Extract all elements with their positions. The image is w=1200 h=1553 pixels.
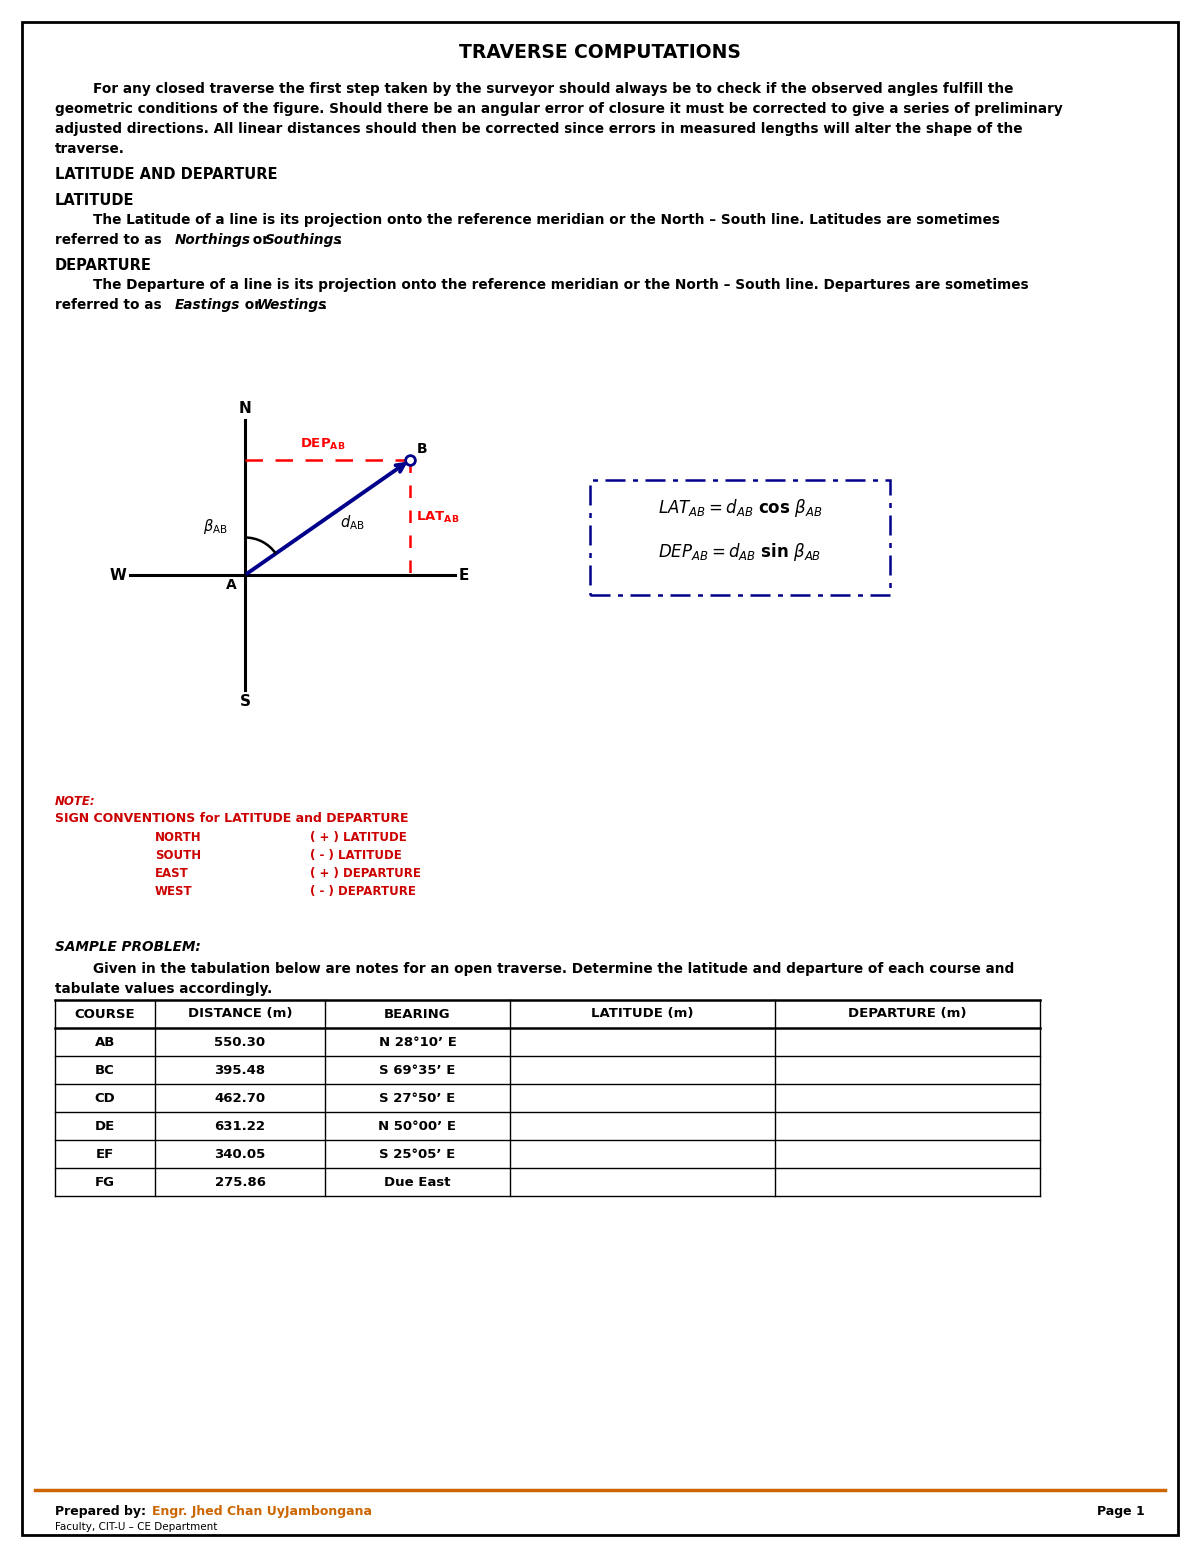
Text: BC: BC [95, 1064, 115, 1076]
Text: SIGN CONVENTIONS for LATITUDE and DEPARTURE: SIGN CONVENTIONS for LATITUDE and DEPART… [55, 812, 408, 825]
Text: SOUTH: SOUTH [155, 849, 202, 862]
Text: referred to as: referred to as [55, 298, 167, 312]
Text: N: N [239, 401, 251, 416]
Text: $d_{\rm AB}$: $d_{\rm AB}$ [340, 512, 364, 531]
Text: EAST: EAST [155, 867, 188, 881]
Text: Prepared by:: Prepared by: [55, 1505, 146, 1517]
Text: adjusted directions. All linear distances should then be corrected since errors : adjusted directions. All linear distance… [55, 123, 1022, 137]
Text: ( - ) DEPARTURE: ( - ) DEPARTURE [310, 885, 416, 898]
Text: or: or [248, 233, 274, 247]
Text: DISTANCE (m): DISTANCE (m) [187, 1008, 293, 1020]
Text: or: or [240, 298, 265, 312]
Text: The Latitude of a line is its projection onto the reference meridian or the Nort: The Latitude of a line is its projection… [55, 213, 1000, 227]
Text: LATITUDE: LATITUDE [55, 193, 134, 208]
Text: SAMPLE PROBLEM:: SAMPLE PROBLEM: [55, 940, 200, 954]
Text: LAT$_{\mathbf{AB}}$: LAT$_{\mathbf{AB}}$ [416, 509, 460, 525]
Text: geometric conditions of the figure. Should there be an angular error of closure : geometric conditions of the figure. Shou… [55, 102, 1063, 116]
Text: 275.86: 275.86 [215, 1176, 265, 1188]
Text: 631.22: 631.22 [215, 1120, 265, 1132]
Text: E: E [458, 567, 469, 582]
Text: .: . [337, 233, 342, 247]
Text: referred to as: referred to as [55, 233, 167, 247]
Text: COURSE: COURSE [74, 1008, 136, 1020]
Text: NORTH: NORTH [155, 831, 202, 843]
Text: ( + ) DEPARTURE: ( + ) DEPARTURE [310, 867, 421, 881]
Text: DE: DE [95, 1120, 115, 1132]
Text: Given in the tabulation below are notes for an open traverse. Determine the lati: Given in the tabulation below are notes … [55, 961, 1014, 975]
Text: CD: CD [95, 1092, 115, 1104]
Text: $DEP_{AB} = d_{AB}\ \mathbf{sin}\ \beta_{AB}$: $DEP_{AB} = d_{AB}\ \mathbf{sin}\ \beta_… [659, 540, 822, 564]
Text: LATITUDE (m): LATITUDE (m) [592, 1008, 694, 1020]
Text: Southings: Southings [265, 233, 342, 247]
Text: DEPARTURE (m): DEPARTURE (m) [848, 1008, 967, 1020]
Text: TRAVERSE COMPUTATIONS: TRAVERSE COMPUTATIONS [460, 42, 740, 62]
Text: S: S [240, 694, 251, 710]
Text: Eastings: Eastings [175, 298, 240, 312]
Text: DEPARTURE: DEPARTURE [55, 258, 152, 273]
Text: ( - ) LATITUDE: ( - ) LATITUDE [310, 849, 402, 862]
Text: Page 1: Page 1 [1097, 1505, 1145, 1517]
Text: Due East: Due East [384, 1176, 451, 1188]
Text: 395.48: 395.48 [215, 1064, 265, 1076]
Text: Faculty, CIT-U – CE Department: Faculty, CIT-U – CE Department [55, 1522, 217, 1531]
Text: N 28°10’ E: N 28°10’ E [378, 1036, 456, 1048]
Text: tabulate values accordingly.: tabulate values accordingly. [55, 981, 272, 995]
Text: LATITUDE AND DEPARTURE: LATITUDE AND DEPARTURE [55, 168, 277, 182]
Text: EF: EF [96, 1148, 114, 1160]
Text: $\beta_{\rm AB}$: $\beta_{\rm AB}$ [203, 517, 227, 536]
Text: FG: FG [95, 1176, 115, 1188]
Text: S 25°05’ E: S 25°05’ E [379, 1148, 456, 1160]
Text: AB: AB [95, 1036, 115, 1048]
Text: $LAT_{AB} = d_{AB}\ \mathbf{cos}\ \beta_{AB}$: $LAT_{AB} = d_{AB}\ \mathbf{cos}\ \beta_… [658, 497, 822, 519]
FancyBboxPatch shape [590, 480, 890, 595]
Text: 550.30: 550.30 [215, 1036, 265, 1048]
Text: W: W [109, 567, 126, 582]
Text: S 27°50’ E: S 27°50’ E [379, 1092, 456, 1104]
Text: 340.05: 340.05 [215, 1148, 265, 1160]
Text: S 69°35’ E: S 69°35’ E [379, 1064, 456, 1076]
Text: .: . [322, 298, 328, 312]
FancyBboxPatch shape [22, 22, 1178, 1534]
Text: N 50°00’ E: N 50°00’ E [378, 1120, 456, 1132]
Text: For any closed traverse the first step taken by the surveyor should always be to: For any closed traverse the first step t… [55, 82, 1013, 96]
Text: WEST: WEST [155, 885, 193, 898]
Text: B: B [418, 443, 427, 457]
Text: DEP$_{\mathbf{AB}}$: DEP$_{\mathbf{AB}}$ [300, 436, 346, 452]
Text: Westings: Westings [257, 298, 328, 312]
Text: traverse.: traverse. [55, 141, 125, 155]
Text: Northings: Northings [175, 233, 251, 247]
Text: NOTE:: NOTE: [55, 795, 96, 808]
Text: ( + ) LATITUDE: ( + ) LATITUDE [310, 831, 407, 843]
Text: A: A [227, 578, 238, 592]
Text: 462.70: 462.70 [215, 1092, 265, 1104]
Text: BEARING: BEARING [384, 1008, 451, 1020]
Text: Engr. Jhed Chan UyJambongana: Engr. Jhed Chan UyJambongana [152, 1505, 372, 1517]
Text: The Departure of a line is its projection onto the reference meridian or the Nor: The Departure of a line is its projectio… [55, 278, 1028, 292]
